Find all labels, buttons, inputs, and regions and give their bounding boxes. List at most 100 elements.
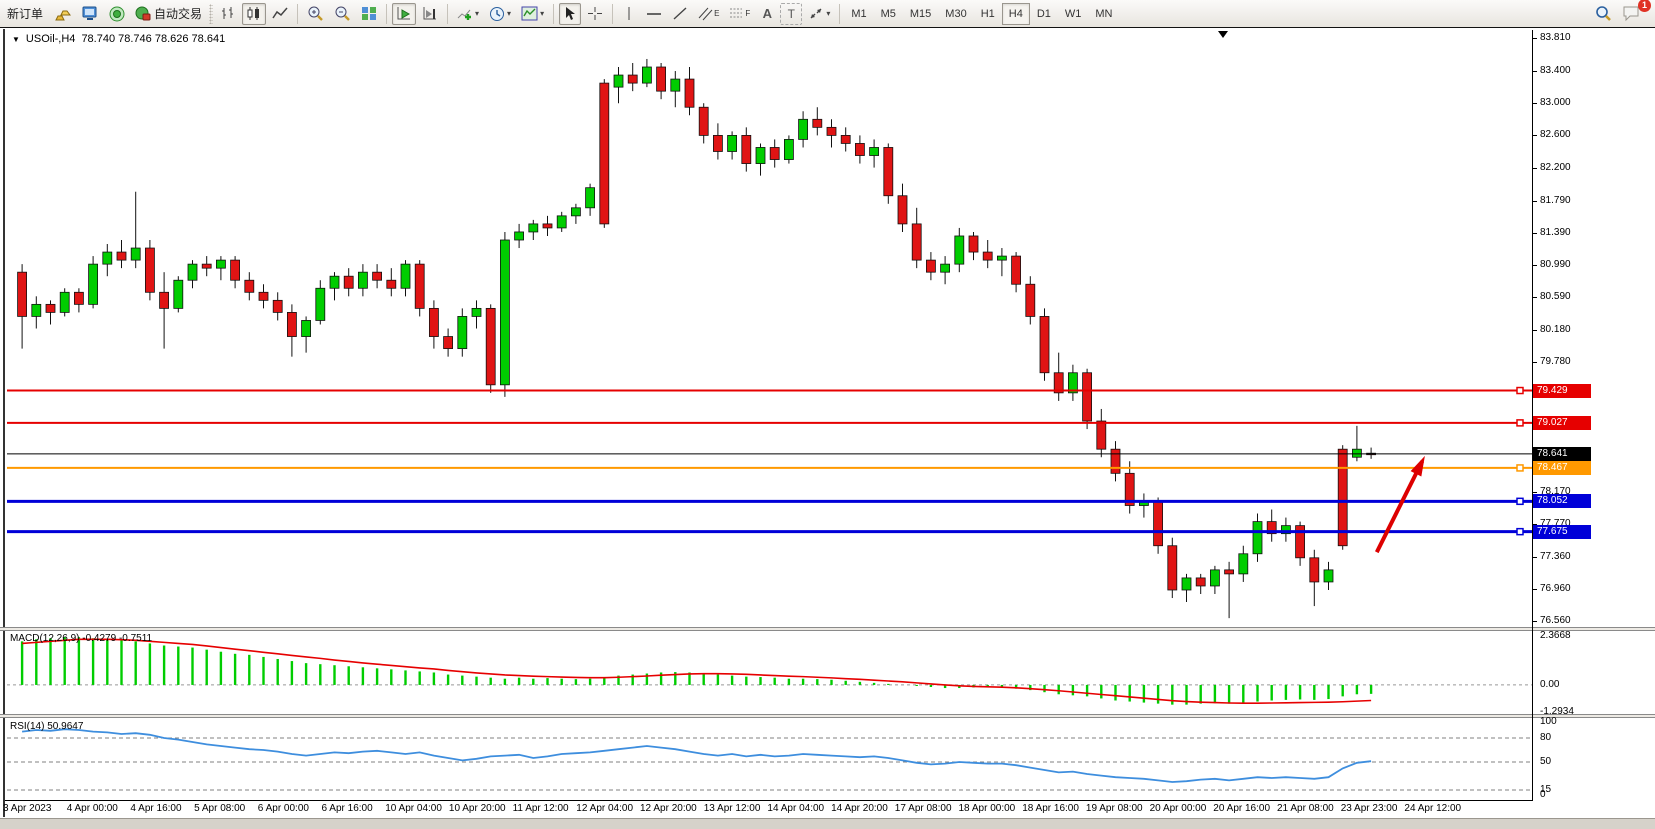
time-axis-label: 20 Apr 16:00 <box>1213 803 1271 814</box>
time-axis-label: 11 Apr 12:00 <box>512 803 569 814</box>
tile-windows-icon[interactable] <box>357 3 381 25</box>
auto-trading-label: 自动交易 <box>154 7 203 21</box>
search-icon[interactable] <box>1590 2 1616 24</box>
price-line-badge[interactable]: 78.052 <box>1533 494 1591 509</box>
toolbar-separator <box>297 3 299 24</box>
time-axis-label: 4 Apr 00:00 <box>66 803 118 814</box>
price-axis-label: 80.590 <box>1540 291 1571 303</box>
price-axis-tick <box>1532 38 1537 40</box>
timeframe-button-h4[interactable]: H4 <box>1001 2 1030 25</box>
fibonacci-letter: F <box>745 9 751 18</box>
crosshair-tool-icon[interactable] <box>583 3 607 25</box>
equidistant-channel-tool-icon[interactable]: E <box>694 3 723 25</box>
time-axis-label: 3 Apr 2023 <box>3 803 52 814</box>
chevron-down-icon: ▾ <box>475 9 480 18</box>
price-chart[interactable] <box>7 30 1532 627</box>
price-axis-tick <box>1532 362 1537 364</box>
price-axis-label: 83.400 <box>1540 65 1571 77</box>
timeframe-button-m15[interactable]: M15 <box>909 7 932 20</box>
trend-arrow-annotation <box>1374 460 1425 554</box>
zoom-out-icon[interactable] <box>330 3 355 25</box>
templates-button[interactable]: ▾ <box>517 3 548 25</box>
new-order-button[interactable]: 新订单 <box>7 7 44 21</box>
chart-shift-icon[interactable] <box>418 3 442 25</box>
timeframe-button-mn[interactable]: MN <box>1095 7 1113 20</box>
price-line-badge[interactable]: 79.027 <box>1533 415 1591 430</box>
price-line-badge[interactable]: 79.429 <box>1533 383 1591 398</box>
price-line-badge[interactable]: 77.675 <box>1533 524 1591 539</box>
text-tool-icon[interactable]: A <box>762 6 772 21</box>
pane-separator[interactable] <box>0 627 1655 631</box>
chevron-down-icon: ▾ <box>507 9 512 18</box>
macd-indicator-chart[interactable] <box>7 632 1532 714</box>
rsi-line <box>21 728 1372 783</box>
vertical-line-tool-icon[interactable] <box>618 3 640 25</box>
price-axis-tick <box>1532 621 1537 623</box>
cursor-tool-icon[interactable] <box>559 2 582 25</box>
price-axis-label: 80.180 <box>1540 324 1571 336</box>
price-axis-tick <box>1532 167 1537 169</box>
chart-symbol-timeframe: USOil-,H4 <box>25 33 76 45</box>
rsi-axis-label: 50 <box>1540 756 1552 767</box>
toolbar-separator <box>612 3 614 24</box>
time-axis-label: 10 Apr 04:00 <box>385 803 442 814</box>
timeframe-button-m1[interactable]: M1 <box>851 7 867 20</box>
main-toolbar: 新订单 自动交易 ▾ ▾ <box>0 0 1655 28</box>
timeframe-button-m5[interactable]: M5 <box>880 7 896 20</box>
time-axis-label: 14 Apr 04:00 <box>767 803 825 814</box>
window-bottom-strip <box>0 818 1655 829</box>
gold-bars-icon[interactable] <box>51 3 76 25</box>
time-axis-label: 12 Apr 04:00 <box>576 803 634 814</box>
add-indicator-button[interactable]: ▾ <box>453 3 483 25</box>
bar-chart-type-icon[interactable] <box>216 3 240 25</box>
zoom-in-icon[interactable] <box>303 3 328 25</box>
pane-separator[interactable] <box>0 714 1655 718</box>
signal-icon[interactable] <box>105 3 129 25</box>
macd-axis-label: 0.00 <box>1540 678 1560 690</box>
timeframe-button-w1[interactable]: W1 <box>1064 7 1082 20</box>
horizontal-line-tool-icon[interactable] <box>642 3 666 25</box>
time-axis-label: 17 Apr 08:00 <box>894 803 952 814</box>
time-axis-label: 12 Apr 20:00 <box>640 803 697 814</box>
periods-clock-button[interactable]: ▾ <box>485 3 515 25</box>
price-axis-tick <box>1532 589 1537 591</box>
chart-window-left-border <box>3 29 5 817</box>
fibonacci-tool-icon[interactable]: F <box>725 3 754 25</box>
text-label-tool-icon[interactable]: T <box>780 2 803 25</box>
auto-scroll-icon[interactable] <box>392 2 417 25</box>
auto-trading-button[interactable]: 自动交易 <box>131 3 206 25</box>
price-line-badge[interactable]: 78.467 <box>1533 460 1591 475</box>
macd-signal-line <box>22 638 1372 705</box>
rsi-label: RSI(14) 50.9647 <box>10 721 84 732</box>
timeframe-button-h1[interactable]: H1 <box>980 7 995 20</box>
candlestick-chart-type-icon[interactable] <box>242 2 267 25</box>
price-axis-label: 81.390 <box>1540 226 1571 238</box>
price-axis-label: 78.170 <box>1540 485 1571 497</box>
trend-arrow-head <box>1410 455 1425 477</box>
time-axis-label: 23 Apr 23:00 <box>1340 803 1398 814</box>
price-axis-label: 79.780 <box>1540 356 1571 368</box>
rsi-indicator-chart[interactable] <box>7 719 1532 800</box>
time-axis-label: 5 Apr 08:00 <box>194 803 246 814</box>
toolbar-separator <box>386 3 388 24</box>
time-axis-label: 20 Apr 00:00 <box>1149 803 1207 814</box>
line-chart-type-icon[interactable] <box>268 3 292 25</box>
macd-histogram <box>20 637 1373 705</box>
timeframe-button-m30[interactable]: M30 <box>945 7 967 20</box>
chart-shift-marker[interactable] <box>1218 31 1228 38</box>
chart-dropdown-icon[interactable]: ▼ <box>12 34 20 44</box>
trendline-tool-icon[interactable] <box>668 3 692 25</box>
price-axis-tick <box>1532 491 1537 493</box>
terminal-icon[interactable] <box>78 3 103 25</box>
time-axis-label: 13 Apr 12:00 <box>703 803 761 814</box>
price-axis-label: 82.600 <box>1540 129 1571 141</box>
notification-badge: 1 <box>1638 0 1651 12</box>
arrows-tool-icon[interactable]: ▾ <box>804 3 834 25</box>
macd-label: MACD(12,26,9) -0.4279 -0.7511 <box>10 633 153 644</box>
notifications-chat-icon[interactable]: 1 <box>1618 0 1651 24</box>
time-axis-label: 21 Apr 08:00 <box>1277 803 1334 814</box>
candles-layer <box>17 58 1376 619</box>
price-axis-label: 81.790 <box>1540 194 1571 206</box>
time-axis-label: 19 Apr 08:00 <box>1085 803 1143 814</box>
timeframe-button-d1[interactable]: D1 <box>1036 7 1051 20</box>
